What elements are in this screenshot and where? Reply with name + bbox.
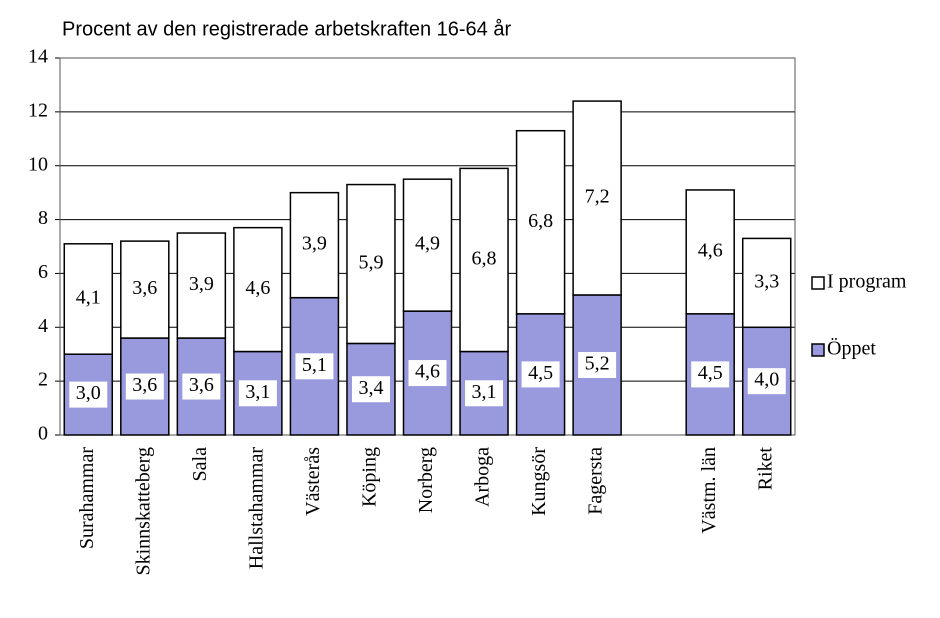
label-bg	[238, 380, 277, 407]
label-bg	[182, 272, 221, 299]
label-bg	[691, 238, 730, 265]
value-label: 3,9	[189, 273, 214, 295]
y-tick-label: 10	[28, 153, 48, 175]
value-label: 4,6	[698, 239, 723, 261]
value-label: 5,9	[358, 252, 383, 274]
x-tick-label: Kungsör	[528, 447, 550, 516]
value-label: 4,9	[415, 233, 440, 255]
label-bg	[578, 185, 617, 212]
value-label: 4,6	[245, 277, 270, 299]
y-tick-label: 14	[28, 46, 48, 68]
y-tick-label: 8	[38, 207, 48, 229]
label-bg	[578, 351, 617, 378]
x-tick-label: Hallstahammar	[245, 447, 267, 570]
x-tick-label: Arboga	[472, 447, 494, 507]
value-label: 5,1	[302, 354, 327, 376]
legend-label: I program	[827, 271, 907, 293]
value-label: 3,6	[132, 374, 157, 396]
label-bg	[408, 232, 447, 259]
label-bg	[691, 361, 730, 388]
value-label: 3,9	[302, 233, 327, 255]
label-bg	[295, 232, 334, 259]
label-bg	[521, 361, 560, 388]
x-tick-label: Norberg	[415, 447, 437, 513]
value-label: 4,1	[76, 287, 101, 309]
legend-swatch	[811, 276, 825, 290]
chart-title: Procent av den registrerade arbetskrafte…	[62, 18, 511, 40]
x-tick-label: Skinnskatteberg	[132, 447, 154, 576]
legend-swatch	[811, 343, 825, 357]
y-tick-label: 0	[38, 423, 48, 445]
value-label: 3,6	[132, 277, 157, 299]
value-label: 7,2	[585, 186, 610, 208]
value-label: 6,8	[472, 248, 497, 270]
value-label: 3,1	[472, 381, 497, 403]
y-tick-label: 12	[28, 99, 48, 121]
value-label: 3,6	[189, 374, 214, 396]
value-label: 3,0	[76, 382, 101, 404]
value-label: 4,5	[698, 362, 723, 384]
value-label: 3,4	[358, 377, 383, 399]
label-bg	[465, 246, 504, 273]
x-tick-label: Västm. län	[698, 447, 720, 534]
label-bg	[408, 360, 447, 387]
label-bg	[182, 373, 221, 400]
value-label: 3,3	[754, 270, 779, 292]
label-bg	[747, 368, 786, 395]
x-tick-label: Västerås	[302, 447, 324, 516]
label-bg	[521, 209, 560, 236]
value-label: 3,1	[245, 381, 270, 403]
y-tick-label: 4	[38, 315, 48, 337]
label-bg	[125, 276, 164, 303]
y-tick-label: 2	[38, 369, 48, 391]
value-label: 4,5	[528, 362, 553, 384]
x-tick-label: Fagersta	[585, 447, 607, 515]
x-tick-label: Surahammar	[76, 447, 98, 550]
x-tick-label: Riket	[754, 447, 776, 491]
label-bg	[69, 286, 108, 313]
value-label: 5,2	[585, 353, 610, 375]
legend-label: Öppet	[827, 337, 876, 360]
label-bg	[351, 251, 390, 278]
label-bg	[295, 353, 334, 380]
value-label: 4,6	[415, 361, 440, 383]
x-tick-label: Sala	[189, 447, 211, 482]
x-tick-label: Köping	[359, 447, 381, 507]
value-label: 4,0	[754, 369, 779, 391]
label-bg	[747, 269, 786, 296]
label-bg	[69, 381, 108, 408]
label-bg	[351, 376, 390, 403]
label-bg	[238, 276, 277, 303]
y-tick-label: 6	[38, 261, 48, 283]
label-bg	[125, 373, 164, 400]
label-bg	[465, 380, 504, 407]
value-label: 6,8	[528, 210, 553, 232]
